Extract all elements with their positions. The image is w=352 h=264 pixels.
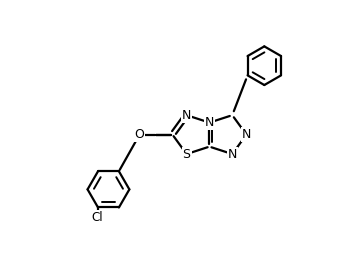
- Text: N: N: [242, 128, 251, 141]
- Text: N: N: [228, 148, 237, 161]
- Text: S: S: [183, 148, 190, 161]
- Text: O: O: [134, 128, 144, 141]
- Text: N: N: [182, 109, 191, 122]
- Text: Cl: Cl: [91, 211, 102, 224]
- Text: N: N: [205, 116, 214, 129]
